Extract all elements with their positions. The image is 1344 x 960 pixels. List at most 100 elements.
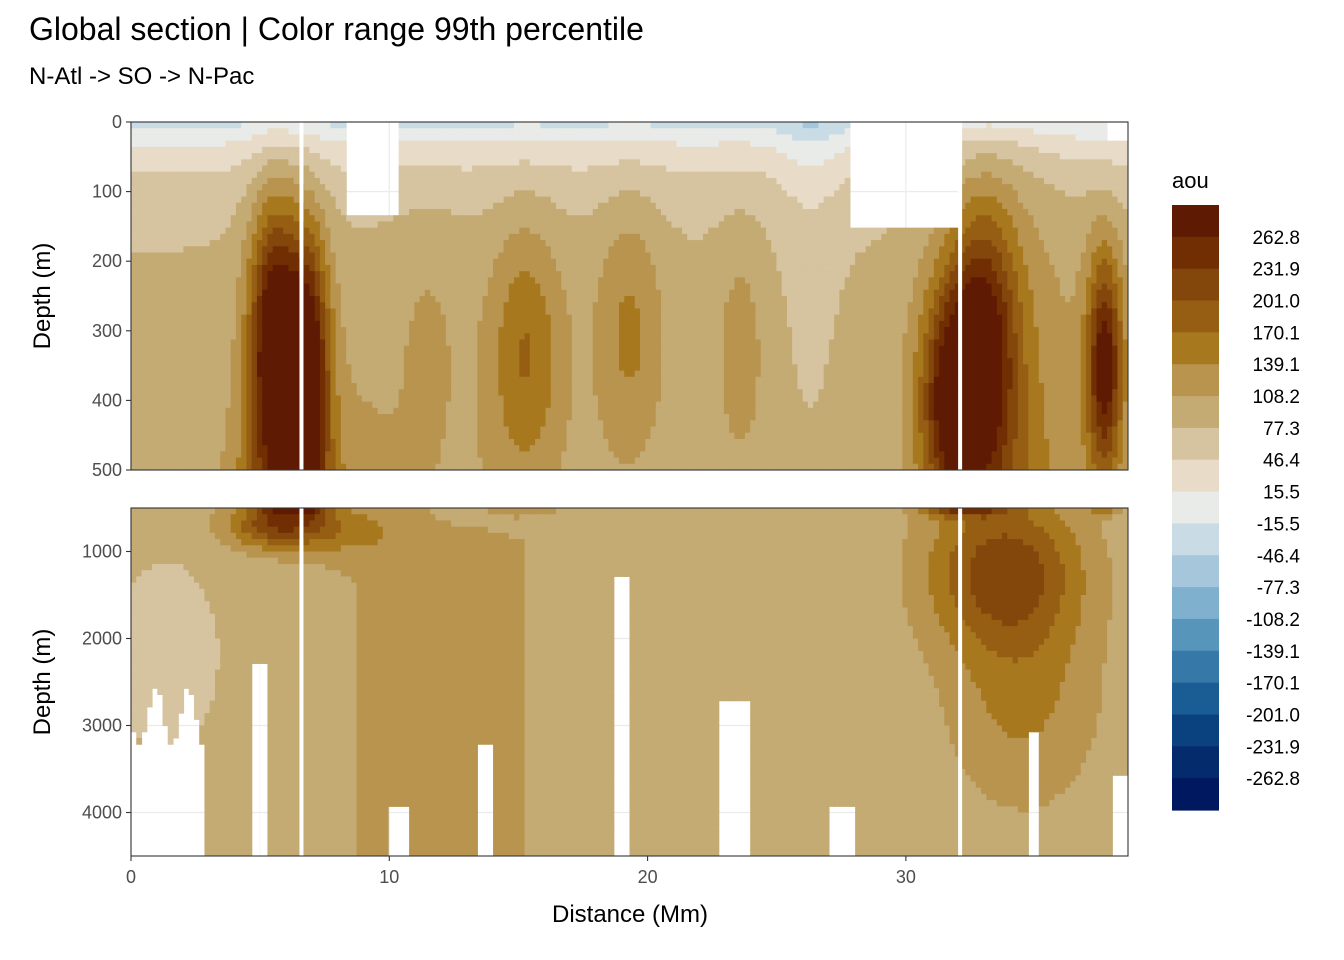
field-cell [330,209,337,216]
field-cell [188,289,195,297]
field-cell [235,302,242,310]
field-cell [288,438,295,446]
field-cell [288,171,295,179]
field-cell [598,233,604,241]
field-cell [136,339,143,347]
field-cell [503,320,510,328]
field-cell [524,159,531,167]
field-cell [540,457,547,465]
field-cell [582,233,589,241]
field-cell [424,233,431,241]
field-cell [403,209,410,216]
field-cell [335,240,342,247]
field-cell [393,426,400,434]
field-cell [277,457,284,465]
field-cell [598,184,604,191]
field-cell [503,345,510,353]
field-cell [514,358,520,365]
field-cell [230,376,237,384]
field-cell [556,445,562,452]
field-cell [199,264,206,272]
field-cell [309,122,316,129]
field-cell [314,221,321,229]
field-cell [519,389,526,397]
field-cell [225,146,232,154]
field-cell [235,209,242,216]
field-cell [503,271,510,278]
field-cell [451,209,457,216]
field-cell [199,432,206,440]
field-cell [556,432,562,440]
field-cell [514,302,520,310]
field-cell [540,134,547,142]
field-cell [325,240,331,247]
field-cell [319,277,326,285]
field-cell [508,283,515,291]
field-cell [157,289,164,297]
field-cell [403,438,410,446]
field-cell [582,351,589,359]
field-cell [204,308,211,316]
field-cell [325,457,331,465]
field-cell [178,395,185,403]
field-cell [325,202,331,210]
field-cell [319,327,326,334]
field-cell [157,233,164,241]
field-cell [157,159,164,167]
field-cell [277,407,284,415]
field-cell [188,128,195,136]
field-cell [382,383,389,390]
field-cell [561,146,568,154]
field-cell [561,283,568,291]
field-cell [193,240,200,247]
field-cell [225,451,232,459]
field-cell [283,221,290,229]
field-cell [498,376,505,384]
field-cell [409,451,415,459]
field-cell [325,252,331,260]
field-cell [393,438,400,446]
field-cell [162,140,169,148]
field-cell [146,314,153,322]
field-cell [304,376,311,384]
field-cell [178,184,185,191]
field-cell [325,221,331,229]
field-cell [136,233,143,241]
field-cell [435,140,442,148]
field-cell [451,252,457,260]
field-cell [550,209,557,216]
field-cell [340,395,347,403]
field-cell [419,320,426,328]
field-cell [272,271,279,278]
field-cell [571,177,578,185]
field-cell [214,426,221,434]
field-cell [603,376,610,384]
field-cell [388,289,394,297]
field-cell [277,451,284,459]
field-cell [157,128,164,136]
field-cell [451,320,457,328]
field-cell [277,184,284,191]
field-cell [309,457,316,465]
field-cell [251,190,258,198]
field-cell [167,308,174,316]
field-cell [529,264,536,272]
field-cell [356,451,363,459]
field-cell [603,364,610,372]
field-cell [598,165,604,173]
field-cell [445,308,452,316]
field-cell [314,233,321,241]
field-cell [356,407,363,415]
field-cell [519,426,526,434]
field-cell [566,351,573,359]
field-cell [304,122,311,129]
field-cell [440,339,447,347]
field-cell [414,215,421,223]
field-cell [157,463,164,470]
field-cell [393,240,400,247]
field-cell [435,383,442,390]
field-cell [556,271,562,278]
field-cell [456,209,463,216]
field-cell [556,264,562,272]
field-cell [456,463,463,470]
